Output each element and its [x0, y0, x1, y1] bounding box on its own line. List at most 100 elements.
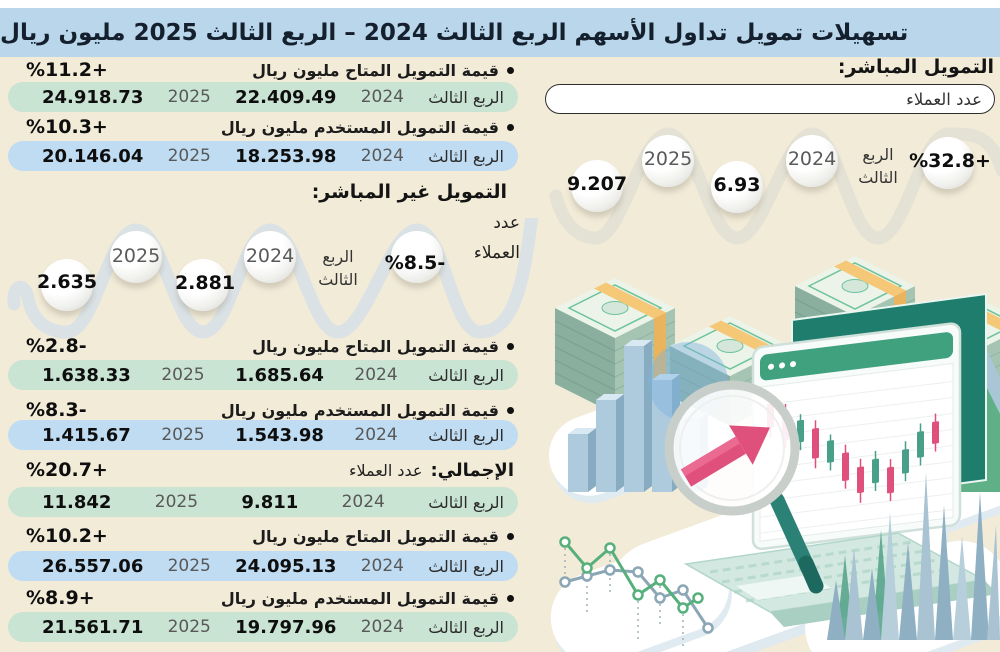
- change-percent: %20.7+: [26, 459, 108, 481]
- wave-node: [41, 259, 93, 311]
- bullet-icon: [507, 532, 514, 540]
- pill-2025-value: 1.415.67: [42, 424, 131, 446]
- top-strip: [0, 0, 1000, 8]
- pill-2024-value: 18.253.98: [235, 145, 337, 167]
- pill-year-2025: 2025: [167, 146, 211, 166]
- wave-node: [177, 259, 229, 311]
- direct-customers-2025-value: 9.207: [566, 173, 628, 195]
- bullet-icon: [507, 123, 514, 131]
- year-2024-label: 2024: [245, 245, 295, 267]
- pill-year-2024: 2024: [341, 492, 385, 512]
- indirect-used-pill: الربع الثالث 2024 1.543.98 2025 1.415.67: [8, 420, 518, 450]
- indirect-available-label-row: قيمة التمويل المتاح مليون ريال %2.8-: [8, 334, 514, 358]
- wave-node: [642, 135, 694, 187]
- metric-label: قيمة التمويل المستخدم مليون ريال: [220, 117, 499, 137]
- pill-year-2024: 2024: [360, 87, 404, 107]
- change-percent: %8.3-: [26, 399, 87, 421]
- change-percent: %11.2+: [26, 59, 108, 81]
- pill-2024-value: 24.095.13: [235, 555, 337, 577]
- pill-year-2024: 2024: [354, 365, 398, 385]
- metric-label: قيمة التمويل المتاح مليون ريال: [252, 336, 499, 356]
- pill-quarter-label: الربع الثالث: [428, 425, 504, 445]
- bullet-icon: [507, 342, 514, 350]
- metric-label: قيمة التمويل المتاح مليون ريال: [252, 60, 499, 80]
- bullet-icon: [507, 66, 514, 74]
- total-customers-label-row: الإجمالي: عدد العملاء %20.7+: [8, 458, 514, 482]
- customers-label: عدد العملاء: [348, 460, 423, 480]
- section-total-heading: الإجمالي:: [430, 459, 514, 481]
- wave-node: [786, 135, 838, 187]
- indirect-customers-2025-value: 2.635: [36, 271, 98, 293]
- pill-year-2025: 2025: [154, 492, 199, 512]
- indirect-available-pill: الربع الثالث 2024 1.685.64 2025 1.638.33: [8, 360, 518, 390]
- wave-line: [7, 218, 539, 339]
- page-title: تسهيلات تمويل تداول الأسهم الربع الثالث …: [0, 19, 909, 46]
- pill-2025-value: 1.638.33: [42, 364, 131, 386]
- wave-node: [711, 161, 763, 213]
- platform-linechart: [550, 540, 732, 652]
- pill-2025-value: 24.918.73: [42, 86, 144, 108]
- pill-quarter-label: الربع الثالث: [428, 617, 504, 637]
- total-available-pill: الربع الثالث 2024 24.095.13 2025 26.557.…: [8, 551, 518, 581]
- pill-year-2024: 2024: [354, 425, 398, 445]
- pill-2025-value: 11.842: [42, 491, 112, 513]
- metric-label: قيمة التمويل المستخدم مليون ريال: [220, 400, 499, 420]
- direct-customers-2024-value: 6.93: [713, 174, 761, 196]
- line-chart-icon: [559, 536, 714, 650]
- pill-2024-value: 19.797.96: [235, 616, 337, 638]
- direct-available-label-row: قيمة التمويل المتاح مليون ريال %11.2+: [8, 58, 514, 82]
- section-indirect-heading: التمويل غير المباشر:: [311, 181, 507, 203]
- pill-2024-value: 22.409.49: [235, 86, 337, 108]
- customers-label: عدد العملاء: [473, 213, 520, 263]
- direct-used-label-row: قيمة التمويل المستخدم مليون ريال %10.3+: [8, 115, 514, 139]
- customers-pill: عدد العملاء: [545, 84, 995, 114]
- pill-quarter-label: الربع الثالث: [428, 87, 504, 107]
- indirect-customers-2024-value: 2.881: [174, 272, 236, 294]
- direct-available-pill: الربع الثالث 2024 22.409.49 2025 24.918.…: [8, 82, 518, 112]
- pill-quarter-label: الربع الثالث: [428, 492, 504, 512]
- section-direct-heading: التمويل المباشر:: [837, 56, 994, 78]
- change-percent: %8.9+: [26, 587, 95, 609]
- year-2025-label: 2025: [111, 245, 161, 267]
- candlestick-screen: [751, 322, 962, 551]
- laptop-icon: [683, 292, 998, 627]
- quarter-label: الربع الثالث: [858, 145, 898, 187]
- wave-node: [391, 231, 443, 283]
- pill-year-2025: 2025: [167, 556, 211, 576]
- spike-chart-icon: [827, 472, 1000, 640]
- pill-year-2025: 2025: [167, 87, 211, 107]
- bullet-icon: [507, 406, 514, 414]
- metric-label: قيمة التمويل المستخدم مليون ريال: [220, 588, 499, 608]
- year-2024-label: 2024: [787, 148, 837, 170]
- up-arrow-icon: [680, 425, 771, 487]
- wave-node: [922, 137, 974, 189]
- pill-2024-value: 1.685.64: [235, 364, 324, 386]
- metric-label: قيمة التمويل المتاح مليون ريال: [252, 526, 499, 546]
- pill-quarter-label: الربع الثالث: [428, 365, 504, 385]
- pill-year-2025: 2025: [161, 425, 205, 445]
- pill-year-2024: 2024: [360, 556, 404, 576]
- wave-node: [244, 231, 296, 283]
- pill-year-2024: 2024: [360, 617, 404, 637]
- indirect-used-label-row: قيمة التمويل المستخدم مليون ريال %8.3-: [8, 398, 514, 422]
- year-2025-label: 2025: [643, 148, 693, 170]
- pill-year-2024: 2024: [360, 146, 404, 166]
- change-percent: %10.2+: [26, 525, 108, 547]
- direct-customers-percent: %32.8+: [909, 150, 991, 172]
- magnifier-icon: [648, 342, 824, 594]
- change-percent: %2.8-: [26, 335, 87, 357]
- finance-illustration: [549, 256, 1000, 652]
- quarter-label: الربع الثالث: [318, 247, 358, 289]
- customers-pill-label: عدد العملاء: [906, 89, 982, 109]
- direct-used-pill: الربع الثالث 2024 18.253.98 2025 20.146.…: [8, 141, 518, 171]
- pill-quarter-label: الربع الثالث: [428, 146, 504, 166]
- total-customers-pill: الربع الثالث 2024 9.811 2025 11.842: [8, 487, 518, 517]
- total-available-label-row: قيمة التمويل المتاح مليون ريال %10.2+: [8, 524, 514, 548]
- pill-2024-value: 1.543.98: [235, 424, 324, 446]
- bullet-icon: [507, 594, 514, 602]
- pill-2025-value: 26.557.06: [42, 555, 144, 577]
- pill-2025-value: 21.561.71: [42, 616, 144, 638]
- pill-2025-value: 20.146.04: [42, 145, 144, 167]
- wave-node: [110, 231, 162, 283]
